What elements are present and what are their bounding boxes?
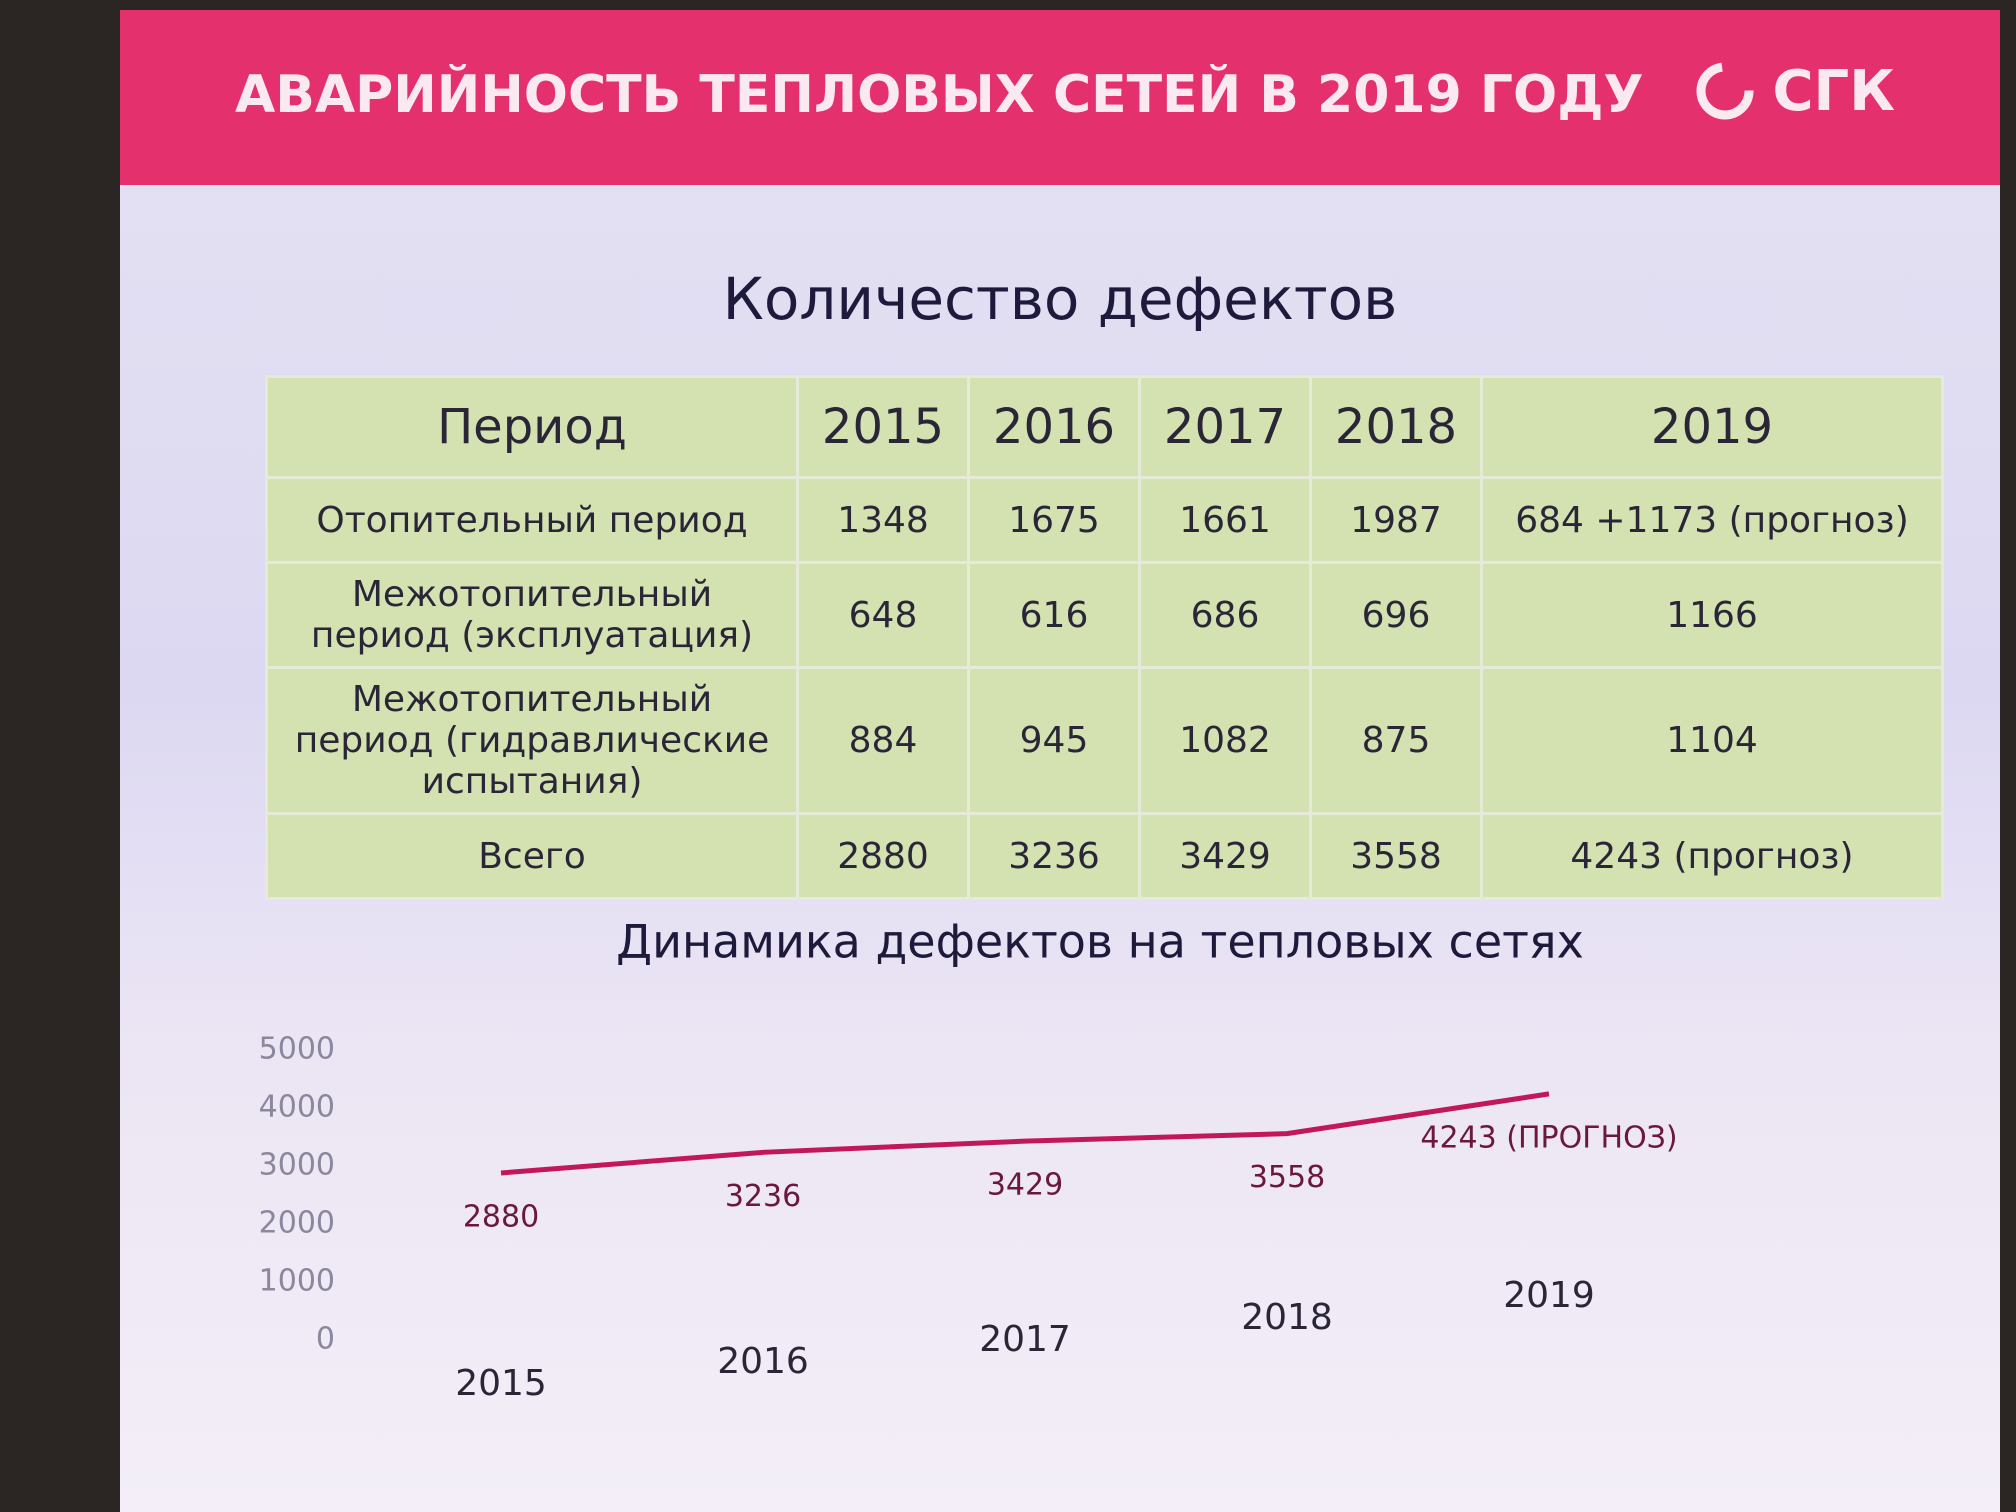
- chart-title: Динамика дефектов на тепловых сетях: [616, 915, 1584, 969]
- table-cell: 1661: [1138, 476, 1312, 564]
- logo-icon: [1696, 62, 1754, 120]
- slide: АВАРИЙНОСТЬ ТЕПЛОВЫХ СЕТЕЙ В 2019 ГОДУ С…: [120, 10, 2000, 1512]
- table-cell: 2017: [1138, 375, 1312, 479]
- y-tick-label: 1000: [259, 1264, 335, 1299]
- line: [500, 1091, 1550, 1176]
- table-row: Отопительный период 1348 1675 1661 1987 684 +…: [265, 476, 1944, 564]
- table-cell: Межотопительный период (гидравлические и…: [265, 666, 799, 815]
- table-cell: 686: [1138, 561, 1312, 669]
- table-cell: 1166: [1480, 561, 1944, 669]
- data-label: 2880: [463, 1199, 539, 1234]
- table-cell: 875: [1309, 666, 1483, 815]
- table-cell: 3558: [1309, 812, 1483, 900]
- data-label: 3236: [725, 1179, 801, 1214]
- table-cell: Период: [265, 375, 799, 479]
- x-tick-label: 2016: [717, 1341, 809, 1382]
- header: АВАРИЙНОСТЬ ТЕПЛОВЫХ СЕТЕЙ В 2019 ГОДУ С…: [120, 10, 2000, 185]
- table-cell: 2016: [967, 375, 1141, 479]
- x-tick-label: 2015: [455, 1363, 547, 1404]
- table-cell: 1348: [796, 476, 970, 564]
- table-cell: Межотопительный период (эксплуатация): [265, 561, 799, 669]
- table-cell: Отопительный период: [265, 476, 799, 564]
- table-cell: 2019: [1480, 375, 1944, 479]
- table-cell: 1987: [1309, 476, 1483, 564]
- table-cell: 616: [967, 561, 1141, 669]
- table-row: Всего 2880 3236 3429 3558 4243 (прогноз): [265, 812, 1944, 900]
- table-cell: 4243 (прогноз): [1480, 812, 1944, 900]
- slide-title: АВАРИЙНОСТЬ ТЕПЛОВЫХ СЕТЕЙ В 2019 ГОДУ: [235, 65, 1644, 125]
- table-cell: 3429: [1138, 812, 1312, 900]
- table-cell: 648: [796, 561, 970, 669]
- table-cell: Всего: [265, 812, 799, 900]
- table-cell: 1104: [1480, 666, 1944, 815]
- y-tick-label: 4000: [259, 1090, 335, 1125]
- y-tick-label: 3000: [259, 1148, 335, 1183]
- x-tick-label: 2018: [1241, 1297, 1333, 1338]
- table-row: Период 2015 2016 2017 2018 2019: [265, 375, 1944, 479]
- data-label: 4243 (ПРОГНОЗ): [1420, 1120, 1677, 1155]
- table-cell: 2015: [796, 375, 970, 479]
- y-tick-label: 2000: [259, 1206, 335, 1241]
- table-cell: 2018: [1309, 375, 1483, 479]
- table-row: Межотопительный период (эксплуатация) 648…: [265, 561, 1944, 669]
- table-cell: 1675: [967, 476, 1141, 564]
- table-cell: 884: [796, 666, 970, 815]
- logo-text: СГК: [1772, 58, 1895, 124]
- data-label: 3429: [987, 1168, 1063, 1203]
- logo: СГК: [1692, 58, 1895, 124]
- table-cell: 945: [967, 666, 1141, 815]
- table-title: Количество дефектов: [722, 265, 1398, 333]
- x-tick-label: 2019: [1503, 1275, 1595, 1316]
- table-row: Межотопительный период (гидравлические и…: [265, 666, 1944, 815]
- table-cell: 1082: [1138, 666, 1312, 815]
- y-tick-label: 5000: [259, 1032, 335, 1067]
- chart: Динамика дефектов на тепловых сетях 0 100…: [259, 915, 1678, 1405]
- x-tick-label: 2017: [979, 1319, 1071, 1360]
- y-tick-label: 0: [316, 1322, 335, 1357]
- data-label: 3558: [1249, 1160, 1325, 1195]
- defects-table: Период 2015 2016 2017 2018 2019 Отопительный п…: [265, 375, 1944, 900]
- table-cell: 2880: [796, 812, 970, 900]
- table-cell: 3236: [967, 812, 1141, 900]
- table-cell: 684 +1173 (прогноз): [1480, 476, 1944, 564]
- table-cell: 696: [1309, 561, 1483, 669]
